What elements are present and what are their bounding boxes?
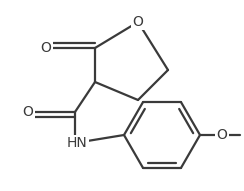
Text: O: O: [22, 105, 33, 119]
Text: O: O: [217, 128, 227, 142]
Text: O: O: [41, 41, 51, 55]
Text: O: O: [132, 15, 143, 29]
Text: HN: HN: [67, 136, 87, 150]
